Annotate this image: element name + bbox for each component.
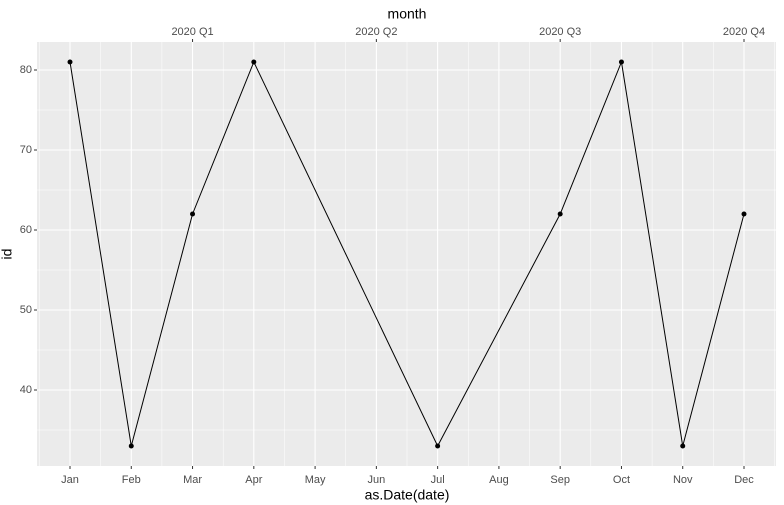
top-tick-label: 2020 Q2 bbox=[355, 26, 397, 38]
top-tick-label: 2020 Q4 bbox=[723, 26, 765, 38]
x-tick-label: Mar bbox=[183, 474, 202, 486]
x-tick-label: May bbox=[305, 474, 326, 486]
point bbox=[67, 59, 73, 65]
point bbox=[618, 59, 624, 65]
point bbox=[741, 211, 747, 217]
y-tick-label: 40 bbox=[20, 384, 32, 396]
y-tick-label: 80 bbox=[20, 64, 32, 76]
top-axis-title: month bbox=[388, 6, 427, 22]
y-tick-label: 60 bbox=[20, 224, 32, 236]
y-tick-label: 50 bbox=[20, 304, 32, 316]
point bbox=[680, 443, 686, 449]
x-tick-label: Aug bbox=[489, 474, 509, 486]
top-tick-label: 2020 Q3 bbox=[539, 26, 581, 38]
x-tick-label: Jun bbox=[367, 474, 385, 486]
y-tick-label: 70 bbox=[20, 144, 32, 156]
x-tick-label: Dec bbox=[734, 474, 754, 486]
point bbox=[251, 59, 257, 65]
y-axis-title: id bbox=[0, 249, 15, 260]
x-tick-label: Nov bbox=[673, 474, 693, 486]
x-tick-label: Feb bbox=[122, 474, 141, 486]
x-tick-label: Jul bbox=[431, 474, 445, 486]
top-tick-label: 2020 Q1 bbox=[171, 26, 213, 38]
x-tick-label: Apr bbox=[245, 474, 262, 486]
point bbox=[128, 443, 134, 449]
point bbox=[557, 211, 563, 217]
x-tick-label: Oct bbox=[613, 474, 630, 486]
x-tick-label: Sep bbox=[550, 474, 570, 486]
point bbox=[435, 443, 441, 449]
x-tick-label: Jan bbox=[61, 474, 79, 486]
panel bbox=[37, 42, 776, 466]
x-axis-title: as.Date(date) bbox=[365, 487, 450, 503]
point bbox=[190, 211, 196, 217]
